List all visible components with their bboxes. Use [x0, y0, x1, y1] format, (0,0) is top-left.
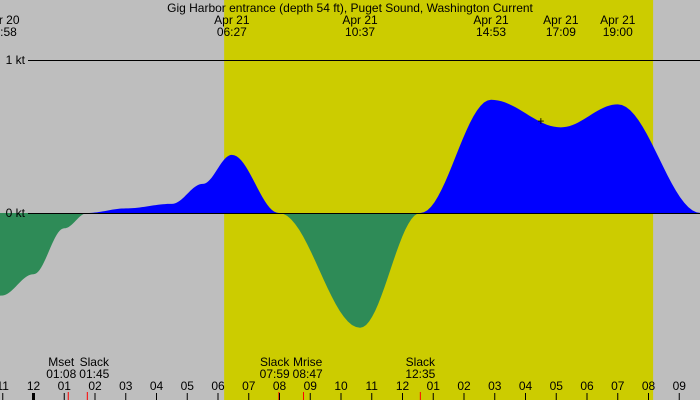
event-name: Slack: [406, 355, 436, 369]
event-name: Slack: [80, 355, 110, 369]
hour-tick-label: 04: [150, 379, 164, 393]
hour-tick-label: 03: [119, 379, 133, 393]
flood-area: [0, 99, 700, 213]
one-kt-label: 1 kt: [6, 53, 26, 67]
event-name: Mset: [48, 355, 75, 369]
event-time: 12:35: [405, 367, 435, 381]
event-time: 08:47: [293, 367, 323, 381]
top-event-date: Apr 21: [214, 13, 250, 27]
hour-tick-label: 02: [88, 379, 102, 393]
hour-tick-label: 01: [427, 379, 441, 393]
top-event-date: Apr 20: [0, 13, 20, 27]
hour-tick-label: 02: [457, 379, 471, 393]
top-event-time: 22:58: [0, 25, 17, 39]
event-time: 07:59: [260, 367, 290, 381]
top-event-date: Apr 21: [342, 13, 378, 27]
hour-tick-label: 03: [488, 379, 502, 393]
hour-tick-label: 08: [642, 379, 656, 393]
top-event-time: 14:53: [476, 25, 506, 39]
hour-tick-label: 06: [211, 379, 225, 393]
hour-tick-label: 06: [580, 379, 594, 393]
hour-tick-label: 07: [242, 379, 256, 393]
top-event-time: 10:37: [345, 25, 375, 39]
hour-tick-label: 07: [611, 379, 625, 393]
hour-tick-label: 05: [181, 379, 195, 393]
zero-kt-label: 0 kt: [6, 206, 26, 220]
event-name: Mrise: [293, 355, 323, 369]
hour-tick-label: 04: [519, 379, 533, 393]
event-time: 01:08: [46, 367, 76, 381]
top-event-time: 06:27: [217, 25, 247, 39]
now-marker: +: [537, 114, 544, 128]
top-event-date: Apr 21: [473, 13, 509, 27]
top-event-date: Apr 21: [600, 13, 636, 27]
hour-tick-label: 09: [304, 379, 318, 393]
top-event-date: Apr 21: [543, 13, 579, 27]
top-event-time: 19:00: [603, 25, 633, 39]
event-name: Slack: [260, 355, 290, 369]
hour-tick-label: 05: [550, 379, 564, 393]
top-event-time: 17:09: [546, 25, 576, 39]
hour-tick-label: 09: [673, 379, 687, 393]
hour-tick-label: 10: [334, 379, 348, 393]
hour-tick-label: 12: [27, 379, 41, 393]
hour-tick-label: 12: [396, 379, 410, 393]
chart-title: Gig Harbor entrance (depth 54 ft), Puget…: [167, 1, 533, 15]
event-time: 01:45: [79, 367, 109, 381]
ebb-area: [0, 213, 700, 328]
hour-tick-label: 08: [273, 379, 287, 393]
hour-tick-label: 11: [366, 379, 379, 393]
hour-tick-label: 01: [58, 379, 72, 393]
hour-tick-label: 11: [0, 379, 9, 393]
